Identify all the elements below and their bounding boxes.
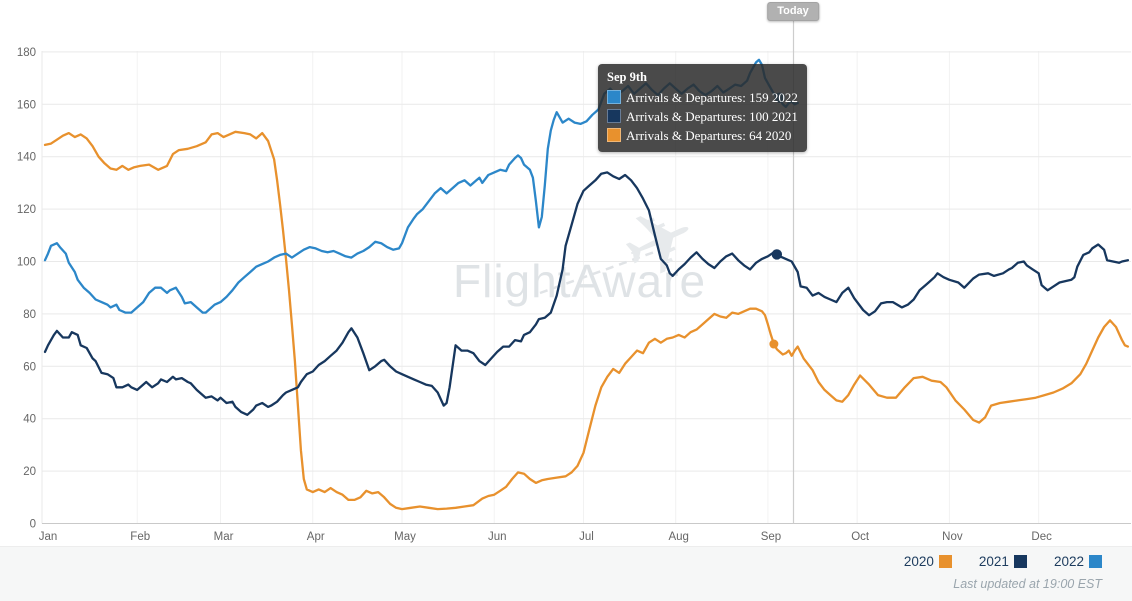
tooltip-row-year: 2022 bbox=[771, 90, 798, 105]
legend-swatch-2020-icon bbox=[938, 555, 952, 568]
svg-text:100: 100 bbox=[17, 257, 36, 269]
legend-item-2021[interactable]: 2021 bbox=[979, 554, 1027, 569]
tooltip-row-year: 2020 bbox=[765, 128, 792, 143]
legend-item-2022[interactable]: 2022 bbox=[1054, 554, 1102, 569]
svg-text:0: 0 bbox=[30, 519, 36, 531]
today-marker-badge: Today bbox=[767, 2, 819, 21]
tooltip-row-2021: Arrivals & Departures: 100 2021 bbox=[607, 107, 798, 126]
tooltip-row-label: Arrivals & Departures: bbox=[626, 128, 746, 143]
axis-labels: 0 20 40 60 80 100 120 140 160 180 Jan Feb Mar Apr May J… bbox=[17, 47, 1052, 543]
series-2021-swatch-icon bbox=[607, 109, 621, 123]
svg-text:Apr: Apr bbox=[307, 531, 325, 543]
svg-text:Oct: Oct bbox=[851, 531, 870, 543]
svg-text:Mar: Mar bbox=[214, 531, 234, 543]
svg-text:80: 80 bbox=[23, 309, 36, 321]
tooltip-row-2022: Arrivals & Departures: 159 2022 bbox=[607, 88, 798, 107]
legend-item-2020[interactable]: 2020 bbox=[904, 554, 952, 569]
hover-dot-2021 bbox=[771, 249, 783, 260]
svg-text:160: 160 bbox=[17, 99, 36, 111]
svg-text:20: 20 bbox=[23, 466, 36, 478]
svg-text:60: 60 bbox=[23, 361, 36, 373]
svg-text:FlightAware: FlightAware bbox=[453, 255, 706, 307]
svg-text:Dec: Dec bbox=[1031, 531, 1052, 543]
last-updated-text: Last updated at 19:00 EST bbox=[953, 577, 1102, 591]
tooltip-row-label: Arrivals & Departures: bbox=[626, 109, 746, 124]
hover-dot-2020 bbox=[769, 339, 779, 349]
tooltip-row-label: Arrivals & Departures: bbox=[626, 90, 746, 105]
tooltip-row-value: 64 bbox=[749, 128, 763, 143]
grid-lines bbox=[41, 51, 1131, 524]
svg-text:May: May bbox=[394, 531, 416, 543]
svg-text:140: 140 bbox=[17, 152, 36, 164]
tooltip-row-value: 159 bbox=[749, 90, 769, 105]
series-2022-swatch-icon bbox=[607, 90, 621, 104]
svg-text:120: 120 bbox=[17, 204, 36, 216]
svg-text:Sep: Sep bbox=[761, 531, 781, 543]
series-line-2021[interactable] bbox=[43, 171, 1130, 416]
svg-text:40: 40 bbox=[23, 414, 36, 426]
tooltip-row-value: 100 bbox=[749, 109, 769, 124]
svg-text:Jan: Jan bbox=[39, 531, 58, 543]
legend-swatch-2022-icon bbox=[1089, 555, 1102, 568]
tooltip-row-year: 2021 bbox=[771, 109, 798, 124]
chart-tooltip: Sep 9th Arrivals & Departures: 159 2022 … bbox=[598, 64, 807, 152]
svg-text:Jul: Jul bbox=[579, 531, 594, 543]
tooltip-date-title: Sep 9th bbox=[607, 70, 647, 84]
svg-text:Jun: Jun bbox=[488, 531, 507, 543]
series-2020-swatch-icon bbox=[607, 128, 621, 142]
legend-label-2022: 2022 bbox=[1053, 554, 1084, 569]
chart-legend: 2020 2021 2022 bbox=[904, 554, 1102, 569]
legend-swatch-2021-icon bbox=[1013, 555, 1027, 568]
svg-text:Aug: Aug bbox=[668, 531, 688, 543]
legend-label-2020: 2020 bbox=[903, 554, 934, 569]
svg-text:Feb: Feb bbox=[130, 531, 150, 543]
svg-text:Nov: Nov bbox=[942, 531, 963, 543]
svg-text:180: 180 bbox=[17, 47, 36, 59]
series-line-2020[interactable] bbox=[43, 130, 1130, 511]
legend-label-2021: 2021 bbox=[978, 554, 1009, 569]
tooltip-row-2020: Arrivals & Departures: 64 2020 bbox=[607, 126, 798, 145]
